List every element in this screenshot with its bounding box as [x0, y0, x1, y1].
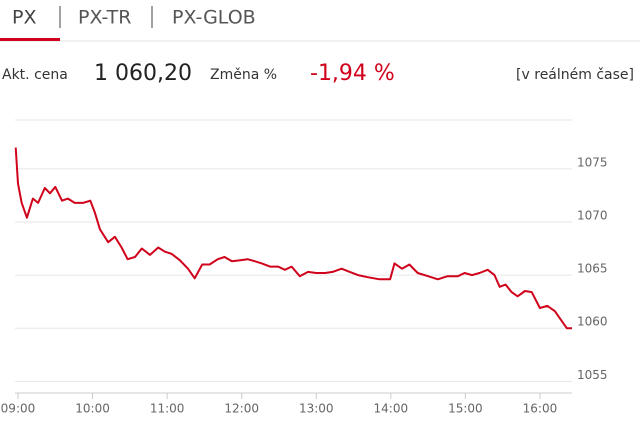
x-tick-label: 10:00	[75, 402, 110, 416]
price-label: Akt. cena	[2, 67, 68, 83]
plot: 1055 1060 1065 1070 1075 09:00 10:00 11:00 12:00…	[1, 119, 608, 416]
x-tick-label: 11:00	[150, 402, 185, 416]
tab[interactable]: PX-TR	[78, 7, 131, 29]
x-tick-label: 14:00	[374, 402, 409, 416]
y-tick-label: 1055	[577, 368, 608, 382]
price-line	[14, 147, 572, 330]
x-tick-label: 15:00	[448, 402, 483, 416]
y-tick-label: 1060	[577, 315, 608, 329]
x-tick-label: 13:00	[299, 402, 334, 416]
price: 1 060,20	[94, 61, 192, 86]
change-label: Změna %	[210, 67, 277, 83]
tab[interactable]: PX	[12, 7, 36, 29]
x-tick-label: 12:00	[224, 402, 259, 416]
y-tick-label: 1075	[577, 155, 608, 169]
y-tick-label: 1070	[577, 208, 608, 222]
x-tick-label: 16:00	[523, 402, 558, 416]
tab[interactable]: PX-GLOB	[172, 7, 256, 29]
change: -1,94 %	[310, 61, 395, 86]
realtime-label: [v reálném čase]	[516, 67, 634, 83]
active-tab-indicator	[0, 38, 60, 41]
y-tick-label: 1065	[577, 262, 608, 276]
x-tick-label: 09:00	[1, 402, 36, 416]
